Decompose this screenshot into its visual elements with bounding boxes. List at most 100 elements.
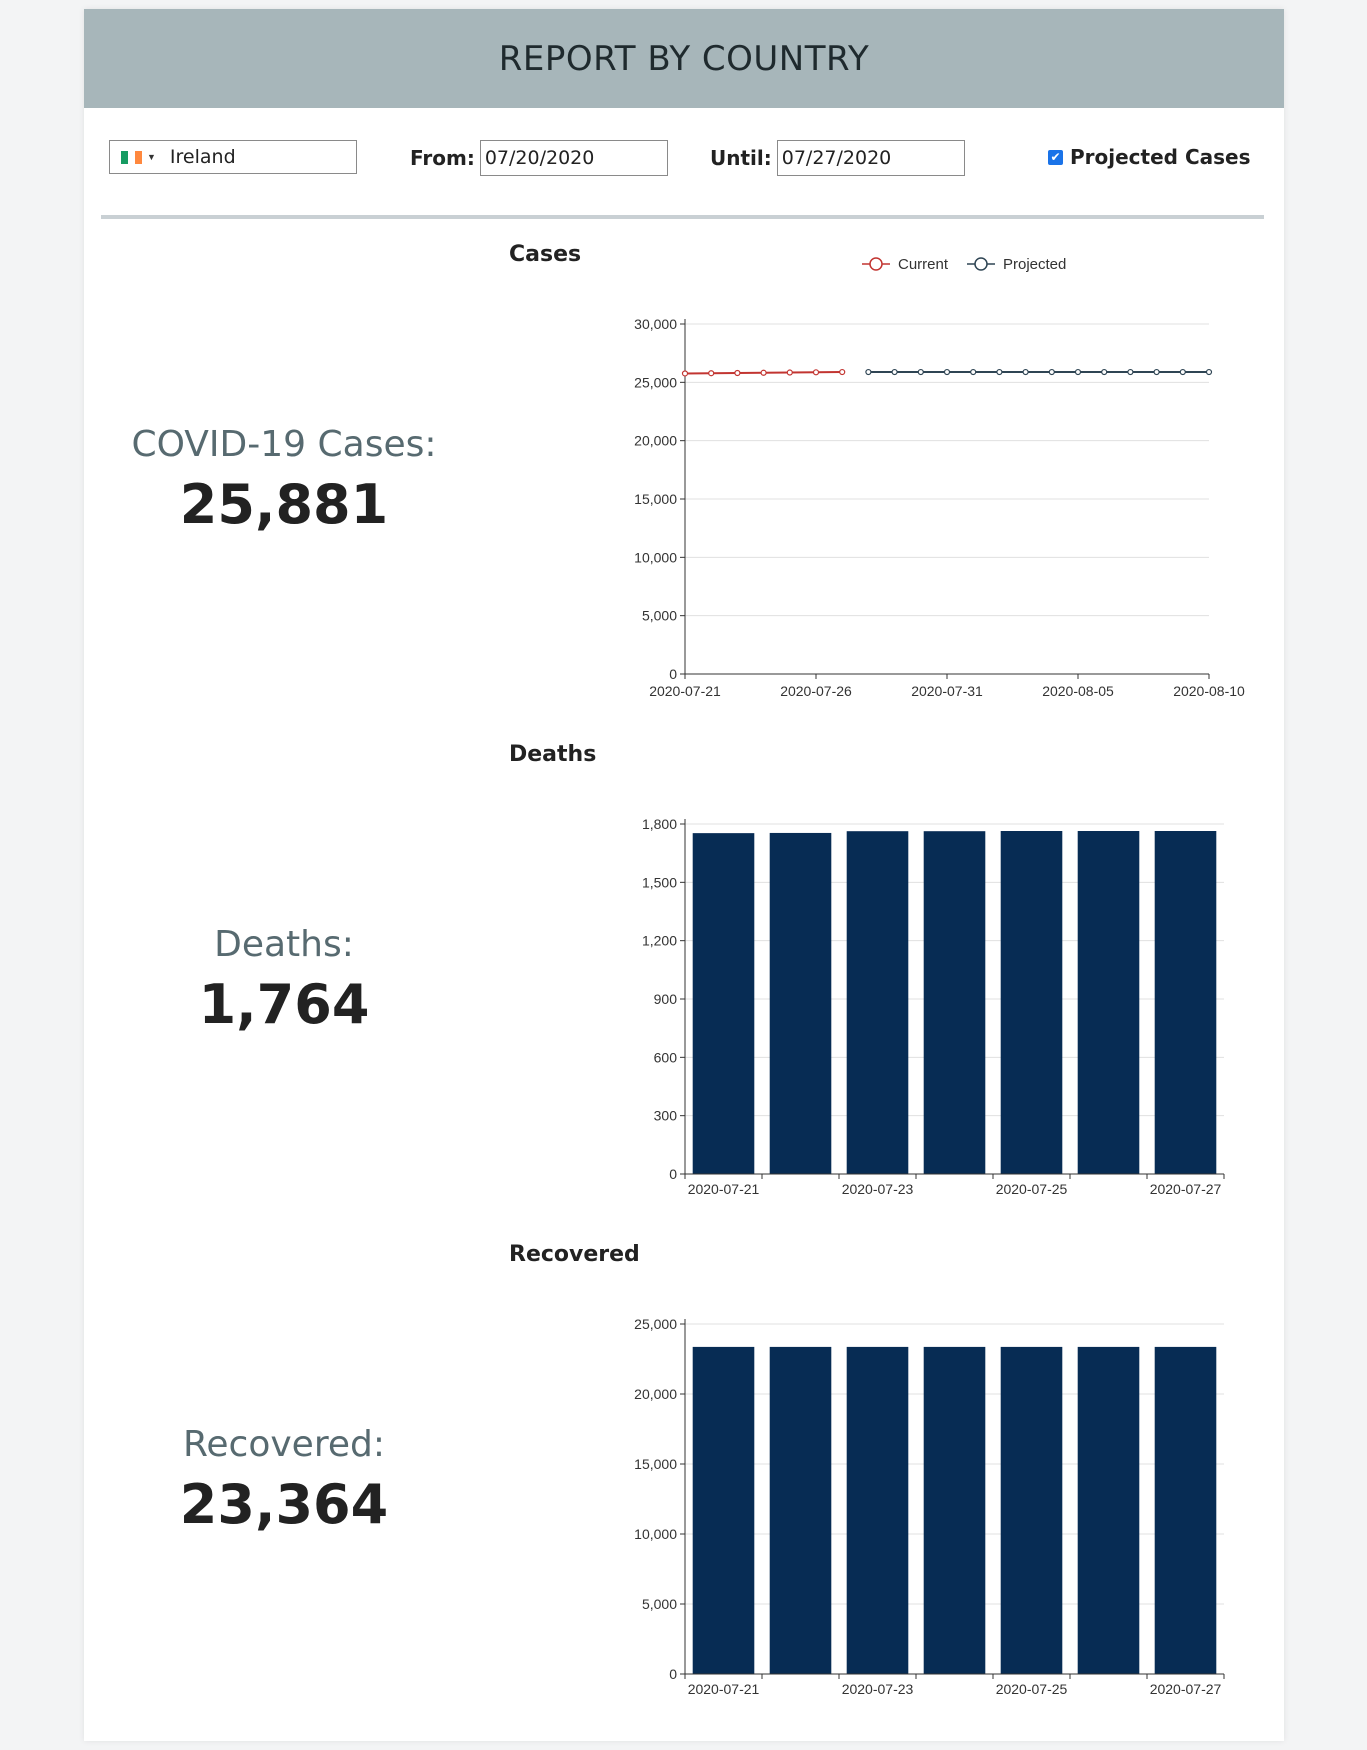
- legend-item-current: Current: [862, 256, 949, 273]
- x-tick-label: 2020-07-21: [688, 1181, 760, 1197]
- x-tick-label: 2020-07-27: [1150, 1181, 1222, 1197]
- legend-marker: [974, 257, 988, 271]
- data-point-projected: [1127, 368, 1134, 376]
- data-point-current: [760, 369, 767, 376]
- x-tick-label: 2020-07-23: [842, 1181, 914, 1197]
- recovered-stat: Recovered: 23,364: [84, 1424, 484, 1536]
- legend-label: Current: [898, 256, 949, 273]
- y-tick-label: 1,800: [642, 816, 677, 832]
- data-point-current: [681, 370, 689, 377]
- cases-stat: COVID-19 Cases: 25,881: [84, 424, 484, 536]
- x-tick-label: 2020-08-05: [1042, 683, 1114, 699]
- from-date-group: From:: [410, 140, 668, 176]
- until-date-group: Until:: [710, 140, 965, 176]
- cases-chart-title: Cases: [509, 242, 582, 267]
- bar-2020-07-22: [769, 1346, 832, 1674]
- y-tick-label: 10,000: [634, 1526, 677, 1542]
- bar-2020-07-24: [923, 1346, 986, 1674]
- bar-2020-07-23: [846, 1346, 909, 1674]
- y-tick-label: 15,000: [634, 1456, 677, 1472]
- data-point-projected: [865, 368, 872, 376]
- legend-marker: [869, 257, 883, 271]
- cases-stat-value: 25,881: [179, 473, 389, 536]
- x-tick-label: 2020-07-26: [780, 683, 852, 699]
- x-tick-label: 2020-07-21: [649, 683, 721, 699]
- y-tick-label: 0: [669, 1166, 677, 1182]
- y-tick-label: 600: [654, 1049, 678, 1065]
- page-header: REPORT BY COUNTRY: [84, 9, 1284, 108]
- x-tick-label: 2020-07-23: [842, 1681, 914, 1697]
- x-tick-label: 2020-07-21: [688, 1681, 760, 1697]
- y-tick-label: 900: [654, 991, 678, 1007]
- projected-cases-label: Projected Cases: [1070, 145, 1251, 169]
- y-tick-label: 0: [669, 1666, 677, 1682]
- y-tick-label: 300: [654, 1108, 678, 1124]
- bar-2020-07-25: [1000, 831, 1063, 1174]
- x-tick-label: 2020-07-25: [996, 1681, 1068, 1697]
- deaths-stat: Deaths: 1,764: [84, 924, 484, 1036]
- bar-2020-07-27: [1154, 1346, 1217, 1674]
- deaths-bar-chart: 0 300 600 900 1,200 1,500 1,800 2020-07-21 2020-…: [642, 816, 1225, 1197]
- until-date-input[interactable]: [776, 140, 965, 176]
- bar-2020-07-24: [923, 831, 986, 1174]
- y-tick-label: 15,000: [634, 491, 677, 507]
- data-point-current: [812, 369, 820, 376]
- data-point-projected: [1022, 368, 1029, 376]
- bar-2020-07-21: [692, 1346, 755, 1674]
- y-tick-label: 5,000: [642, 1596, 677, 1612]
- data-point-projected: [1179, 368, 1186, 376]
- recovered-stat-label: Recovered:: [183, 1424, 385, 1465]
- y-tick-label: 25,000: [634, 374, 677, 390]
- projected-cases-toggle[interactable]: ✔ Projected Cases: [1048, 145, 1251, 169]
- recovered-stat-value: 23,364: [179, 1473, 389, 1536]
- bar-2020-07-27: [1154, 831, 1217, 1174]
- bar-2020-07-26: [1077, 1346, 1140, 1674]
- data-point-projected: [1048, 368, 1055, 376]
- data-point-projected: [917, 368, 924, 376]
- data-point-projected: [943, 368, 951, 376]
- bar-2020-07-25: [1000, 1346, 1063, 1674]
- data-point-projected: [970, 368, 977, 376]
- country-select-value: Ireland: [169, 146, 236, 168]
- legend-label: Projected: [1003, 256, 1066, 273]
- y-tick-label: 0: [669, 666, 677, 682]
- data-point-current: [708, 370, 715, 377]
- page-title: REPORT BY COUNTRY: [498, 38, 870, 79]
- y-tick-label: 30,000: [634, 316, 677, 332]
- deaths-chart-title: Deaths: [509, 742, 597, 767]
- y-tick-label: 25,000: [634, 1316, 677, 1332]
- deaths-stat-value: 1,764: [198, 973, 370, 1036]
- from-label: From:: [410, 146, 475, 170]
- bar-2020-07-22: [769, 832, 832, 1174]
- data-point-projected: [1074, 368, 1082, 376]
- y-tick-label: 20,000: [634, 433, 677, 449]
- data-point-projected: [1205, 368, 1213, 376]
- y-tick-label: 5,000: [642, 608, 677, 624]
- x-tick-label: 2020-07-27: [1150, 1681, 1222, 1697]
- deaths-stat-label: Deaths:: [214, 924, 354, 965]
- legend-item-projected: Projected: [967, 256, 1066, 273]
- x-tick-label: 2020-08-10: [1173, 683, 1245, 699]
- chevron-down-icon: ▼: [147, 152, 156, 162]
- bar-2020-07-26: [1077, 831, 1140, 1174]
- recovered-bar-chart: 0 5,000 10,000 15,000 20,000 25,000 2020-07-21…: [634, 1316, 1225, 1697]
- from-date-input[interactable]: [479, 140, 668, 176]
- y-tick-label: 20,000: [634, 1386, 677, 1402]
- x-tick-label: 2020-07-25: [996, 1181, 1068, 1197]
- data-point-projected: [891, 368, 898, 376]
- data-point-projected: [1153, 368, 1160, 376]
- country-select[interactable]: ▼ Ireland: [109, 140, 357, 174]
- data-point-current: [734, 369, 741, 377]
- y-tick-label: 1,200: [642, 933, 677, 949]
- bar-2020-07-23: [846, 831, 909, 1174]
- projected-cases-checkbox[interactable]: ✔: [1048, 149, 1063, 165]
- cases-line-chart: Current Projected 0 5,000 10,000 15,000 20,000…: [634, 256, 1245, 699]
- data-point-current: [839, 368, 846, 376]
- ireland-flag-icon: [121, 150, 142, 164]
- data-point-current: [786, 369, 793, 376]
- y-tick-label: 1,500: [642, 874, 677, 890]
- bar-2020-07-21: [692, 833, 755, 1174]
- data-point-projected: [1101, 368, 1108, 376]
- report-page: REPORT BY COUNTRY ▼ Ireland From: Until:…: [84, 9, 1284, 1741]
- filter-bar: ▼ Ireland From: Until: ✔ Projected Cases: [84, 108, 1284, 216]
